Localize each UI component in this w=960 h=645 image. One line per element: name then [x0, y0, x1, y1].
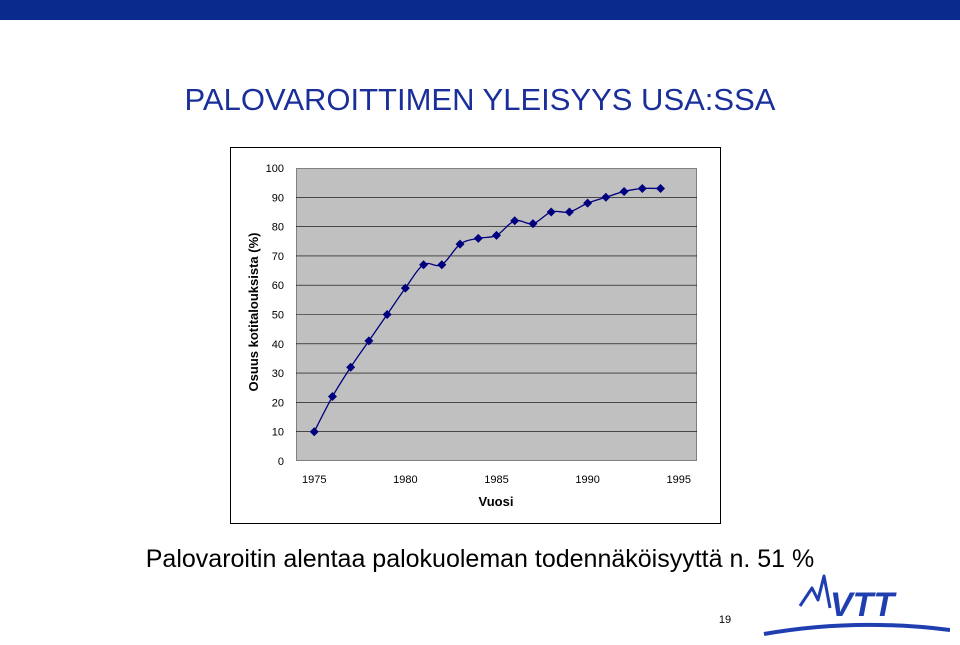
markers	[309, 184, 666, 437]
y-tick-label: 60	[272, 280, 284, 292]
data-point	[583, 198, 593, 208]
y-tick-label: 20	[272, 397, 284, 409]
data-point	[419, 260, 429, 270]
data-point	[510, 216, 520, 226]
x-tick-label: 1995	[667, 474, 691, 486]
slide-caption: Palovaroitin alentaa palokuoleman todenn…	[145, 545, 815, 573]
x-tick-labels: 1975 1980 1985 1990 1995	[302, 474, 691, 486]
y-tick-label: 80	[272, 222, 284, 234]
data-point	[437, 260, 447, 270]
data-point	[546, 207, 556, 217]
x-tick-label: 1985	[484, 474, 508, 486]
data-point	[601, 192, 611, 202]
x-tick-label: 1975	[302, 474, 326, 486]
top-bar	[0, 0, 960, 20]
y-tick-label: 50	[272, 310, 284, 322]
data-point	[455, 239, 465, 249]
y-tick-label: 90	[272, 192, 284, 204]
data-point	[619, 186, 629, 196]
gridlines	[296, 197, 697, 433]
y-axis-label: Osuus kotitalouksista (%)	[246, 232, 261, 392]
data-point	[473, 233, 483, 243]
y-tick-label: 100	[266, 163, 284, 175]
data-point	[400, 283, 410, 293]
data-point	[364, 336, 374, 346]
data-point	[327, 392, 337, 402]
slide-title: PALOVAROITTIMEN YLEISYYS USA:SSA	[184, 82, 776, 117]
data-point	[346, 362, 356, 372]
x-axis-label: Vuosi	[478, 494, 514, 509]
logo-text: VTT	[830, 586, 897, 624]
logo-swoosh	[763, 622, 950, 636]
y-tick-label: 40	[272, 339, 284, 351]
vtt-logo: VTT	[763, 574, 950, 636]
data-point	[656, 184, 666, 194]
data-point	[309, 427, 319, 437]
y-tick-label: 0	[278, 456, 284, 468]
data-point	[492, 230, 501, 240]
page-number: 19	[718, 614, 732, 626]
data-point	[382, 310, 392, 319]
x-tick-label: 1990	[575, 474, 599, 486]
series-line-group	[313, 187, 661, 432]
data-point	[528, 219, 538, 229]
data-point	[564, 207, 574, 217]
logo-wave	[798, 574, 832, 609]
y-tick-labels: 0 10 20 30 40 50 60 70 80 90 100	[266, 163, 284, 468]
y-tick-label: 30	[272, 368, 284, 380]
series-line	[313, 187, 661, 432]
x-tick-label: 1980	[393, 474, 417, 486]
y-tick-label: 70	[272, 251, 284, 263]
y-tick-label: 10	[272, 427, 284, 439]
data-point	[637, 184, 647, 194]
